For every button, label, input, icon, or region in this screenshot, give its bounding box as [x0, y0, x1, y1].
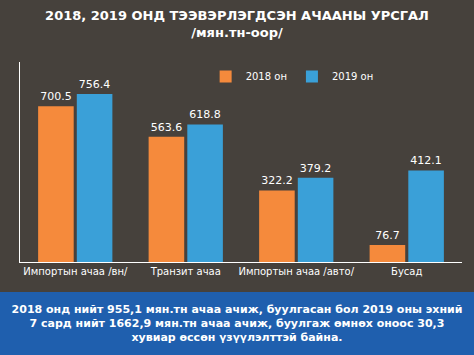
svg-text:563.6: 563.6	[151, 121, 183, 134]
svg-text:618.8: 618.8	[189, 108, 221, 121]
svg-text:2018 он: 2018 он	[246, 71, 287, 82]
svg-text:Транзит ачаа: Транзит ачаа	[150, 266, 221, 277]
svg-text:379.2: 379.2	[300, 162, 332, 175]
svg-text:Импортын ачаа /авто/: Импортын ачаа /авто/	[238, 266, 354, 277]
svg-text:76.7: 76.7	[375, 229, 400, 242]
svg-text:2019 он: 2019 он	[332, 71, 373, 82]
svg-text:700.5: 700.5	[40, 90, 72, 103]
svg-text:Бусад: Бусад	[391, 266, 422, 277]
svg-text:412.1: 412.1	[410, 154, 442, 167]
svg-text:322.2: 322.2	[261, 174, 293, 187]
svg-text:2018, 2019 ОНД ТЭЭВЭРЛЭГДСЭН А: 2018, 2019 ОНД ТЭЭВЭРЛЭГДСЭН АЧААНЫ УРСГ…	[45, 8, 429, 40]
svg-text:756.4: 756.4	[79, 78, 111, 91]
html-text:2018 онд нийт 955,1 мян.тн ача: 2018 онд нийт 955,1 мян.тн ачаа ачиж, бу…	[11, 302, 463, 344]
svg-text:Импортын ачаа /вн/: Импортын ачаа /вн/	[23, 266, 128, 277]
